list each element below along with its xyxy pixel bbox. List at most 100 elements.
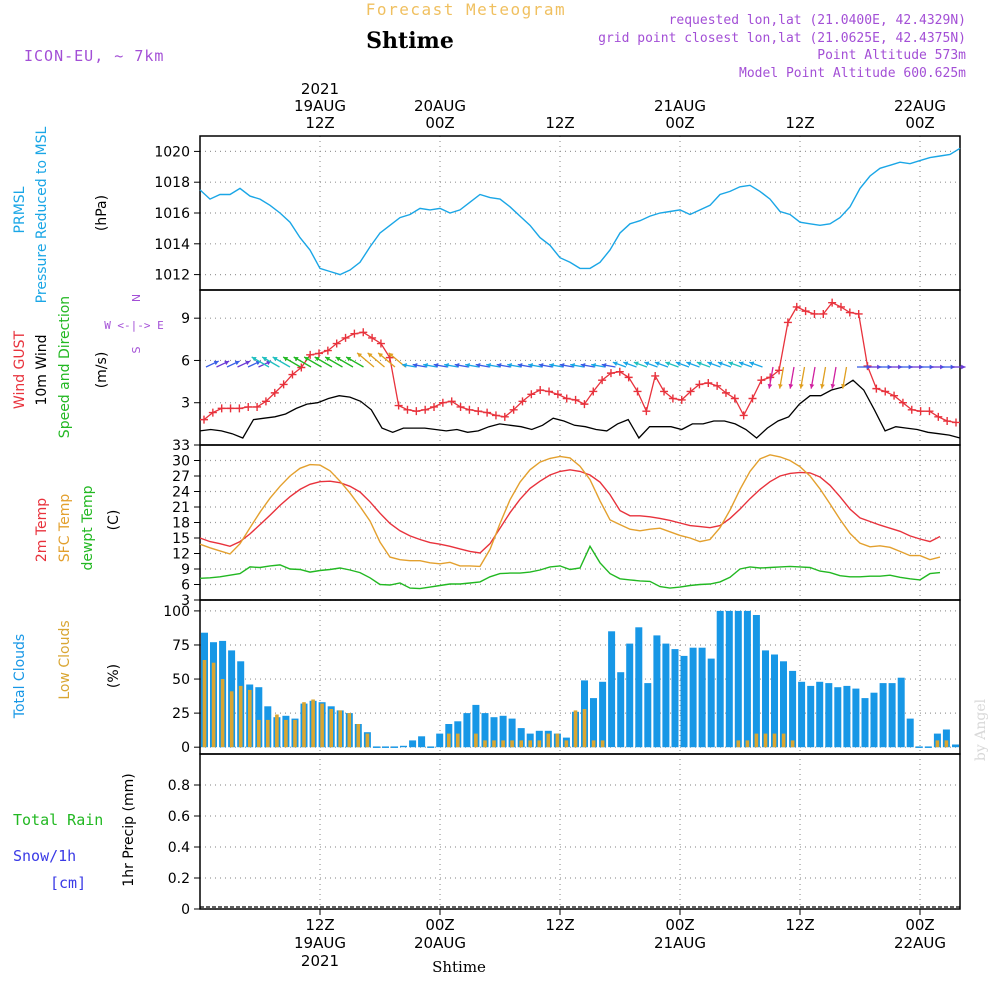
compass-south: S	[130, 346, 143, 353]
low-cloud-bar	[329, 709, 333, 748]
temperature-ytick-label: 12	[172, 547, 190, 563]
wind-gust-marker	[430, 402, 439, 411]
wind-gust-marker	[854, 309, 863, 318]
wind-direction-arrowhead	[245, 360, 251, 366]
precip-ytick-label: 0.8	[168, 778, 190, 794]
top-time-label-t5: 00Z	[905, 114, 934, 132]
temp-2m-line	[199, 469, 941, 554]
low-cloud-bar	[257, 719, 261, 748]
label-wind-gust: Wind GUST	[12, 330, 28, 409]
wind-direction-arrowhead	[738, 361, 744, 366]
total-cloud-bar	[608, 631, 616, 748]
wind-gust-marker	[872, 384, 881, 393]
bottom-time-label-b3: 00Z	[665, 916, 694, 934]
total-cloud-bar	[933, 733, 941, 748]
wind-gust-marker	[359, 328, 368, 337]
total-cloud-bar	[888, 683, 896, 748]
bottom-time-label-b4: 12Z	[785, 916, 814, 934]
wind-gust-marker	[598, 376, 607, 385]
point-altitude: Point Altitude 573m	[817, 48, 966, 63]
low-cloud-bar	[772, 733, 777, 748]
total-cloud-bar	[409, 740, 417, 748]
wind-direction-arrowhead	[538, 362, 544, 368]
wind-direction-arrowhead	[213, 360, 219, 366]
wind-gust-marker	[898, 398, 907, 407]
wind-gust-marker	[421, 405, 430, 414]
label-snow: Snow/1h	[13, 847, 76, 865]
low-cloud-bar	[338, 710, 342, 748]
wind-direction-arrowhead	[644, 361, 650, 366]
low-cloud-bar	[483, 740, 487, 748]
total-cloud-bar	[952, 744, 959, 748]
low-cloud-bar	[365, 733, 370, 748]
low-cloud-bar	[528, 740, 532, 748]
wind-gust-marker	[660, 387, 669, 396]
wind-gust-marker	[562, 394, 571, 403]
low-cloud-bar	[238, 685, 243, 748]
temperature-ytick-label: 9	[181, 562, 190, 578]
total-cloud-bar	[418, 736, 426, 748]
low-cloud-bar	[248, 689, 252, 748]
low-cloud-bar	[510, 740, 514, 748]
temperature-ytick-label: 6	[181, 578, 190, 594]
wind-direction-arrowhead	[262, 357, 268, 362]
wind-gust-marker	[952, 418, 960, 427]
wind-direction-arrowhead	[412, 362, 418, 368]
total-cloud-bar	[897, 677, 905, 748]
total-cloud-bar	[843, 685, 851, 748]
total-cloud-bar	[508, 718, 516, 748]
wind-gust-marker	[580, 400, 589, 409]
requested-coords: requested lon,lat (21.0400E, 42.4329N)	[669, 13, 966, 28]
wind-direction-arrowhead	[675, 361, 681, 366]
low-cloud-bar	[302, 702, 306, 748]
wind-gust-marker	[633, 387, 642, 396]
wind-direction-arrowhead	[444, 362, 449, 368]
wind-gust-marker	[465, 405, 474, 414]
top-time-label-t0: 2021	[301, 80, 339, 98]
low-cloud-bar	[492, 740, 496, 748]
wind-gust-marker	[315, 349, 324, 358]
low-cloud-bar	[546, 733, 551, 748]
wind-direction-arrowhead	[728, 361, 734, 366]
total-cloud-bar	[698, 647, 706, 748]
total-cloud-bar	[517, 728, 525, 748]
wind-gust-marker	[845, 308, 854, 317]
wind-direction-arrowhead	[346, 357, 352, 362]
label-total-rain: Total Rain	[13, 811, 103, 829]
pressure-ytick-label: 1014	[154, 237, 190, 253]
precip-ytick-label: 0.2	[168, 871, 190, 887]
low-cloud-bar	[736, 740, 741, 748]
wind-gust-marker	[261, 397, 270, 406]
wind-direction-arrowhead	[809, 383, 815, 389]
low-cloud-bar	[356, 724, 361, 748]
total-cloud-bar	[535, 730, 543, 748]
wind-direction-arrowhead	[335, 357, 341, 362]
total-cloud-bar	[653, 635, 661, 748]
watermark: by Angel	[973, 698, 989, 761]
total-cloud-bar	[680, 655, 688, 748]
wind-direction-arrowhead	[304, 357, 310, 362]
wind-direction-arrowhead	[549, 362, 554, 368]
wind-direction-arrowhead	[623, 361, 629, 366]
label-pressure-msl: Pressure Reduced to MSL	[34, 126, 50, 303]
bottom-time-label-b1: 20AUG	[414, 934, 466, 952]
temperature-ytick-label: 27	[172, 469, 190, 485]
total-cloud-bar	[526, 733, 534, 748]
wind-direction-arrowhead	[517, 362, 523, 368]
bottom-time-label-b2: 12Z	[545, 916, 574, 934]
low-cloud-bar	[519, 740, 523, 748]
total-cloud-bar	[798, 681, 806, 748]
total-cloud-bar	[825, 683, 833, 748]
wind-gust-marker	[757, 376, 766, 385]
clouds-ytick-label: 50	[172, 672, 190, 688]
wind-direction-arrowhead	[612, 361, 618, 366]
wind-direction-arrowhead	[654, 361, 660, 366]
wind-direction-arrowhead	[830, 383, 836, 389]
wind-direction-arrowhead	[788, 383, 794, 389]
temperature-ytick-label: 24	[172, 485, 190, 501]
temperature-ytick-label: 33	[172, 438, 190, 454]
wind-direction-arrowhead	[357, 352, 363, 358]
wind-gust-marker	[783, 318, 792, 327]
wind-direction-arrowhead	[283, 357, 289, 362]
